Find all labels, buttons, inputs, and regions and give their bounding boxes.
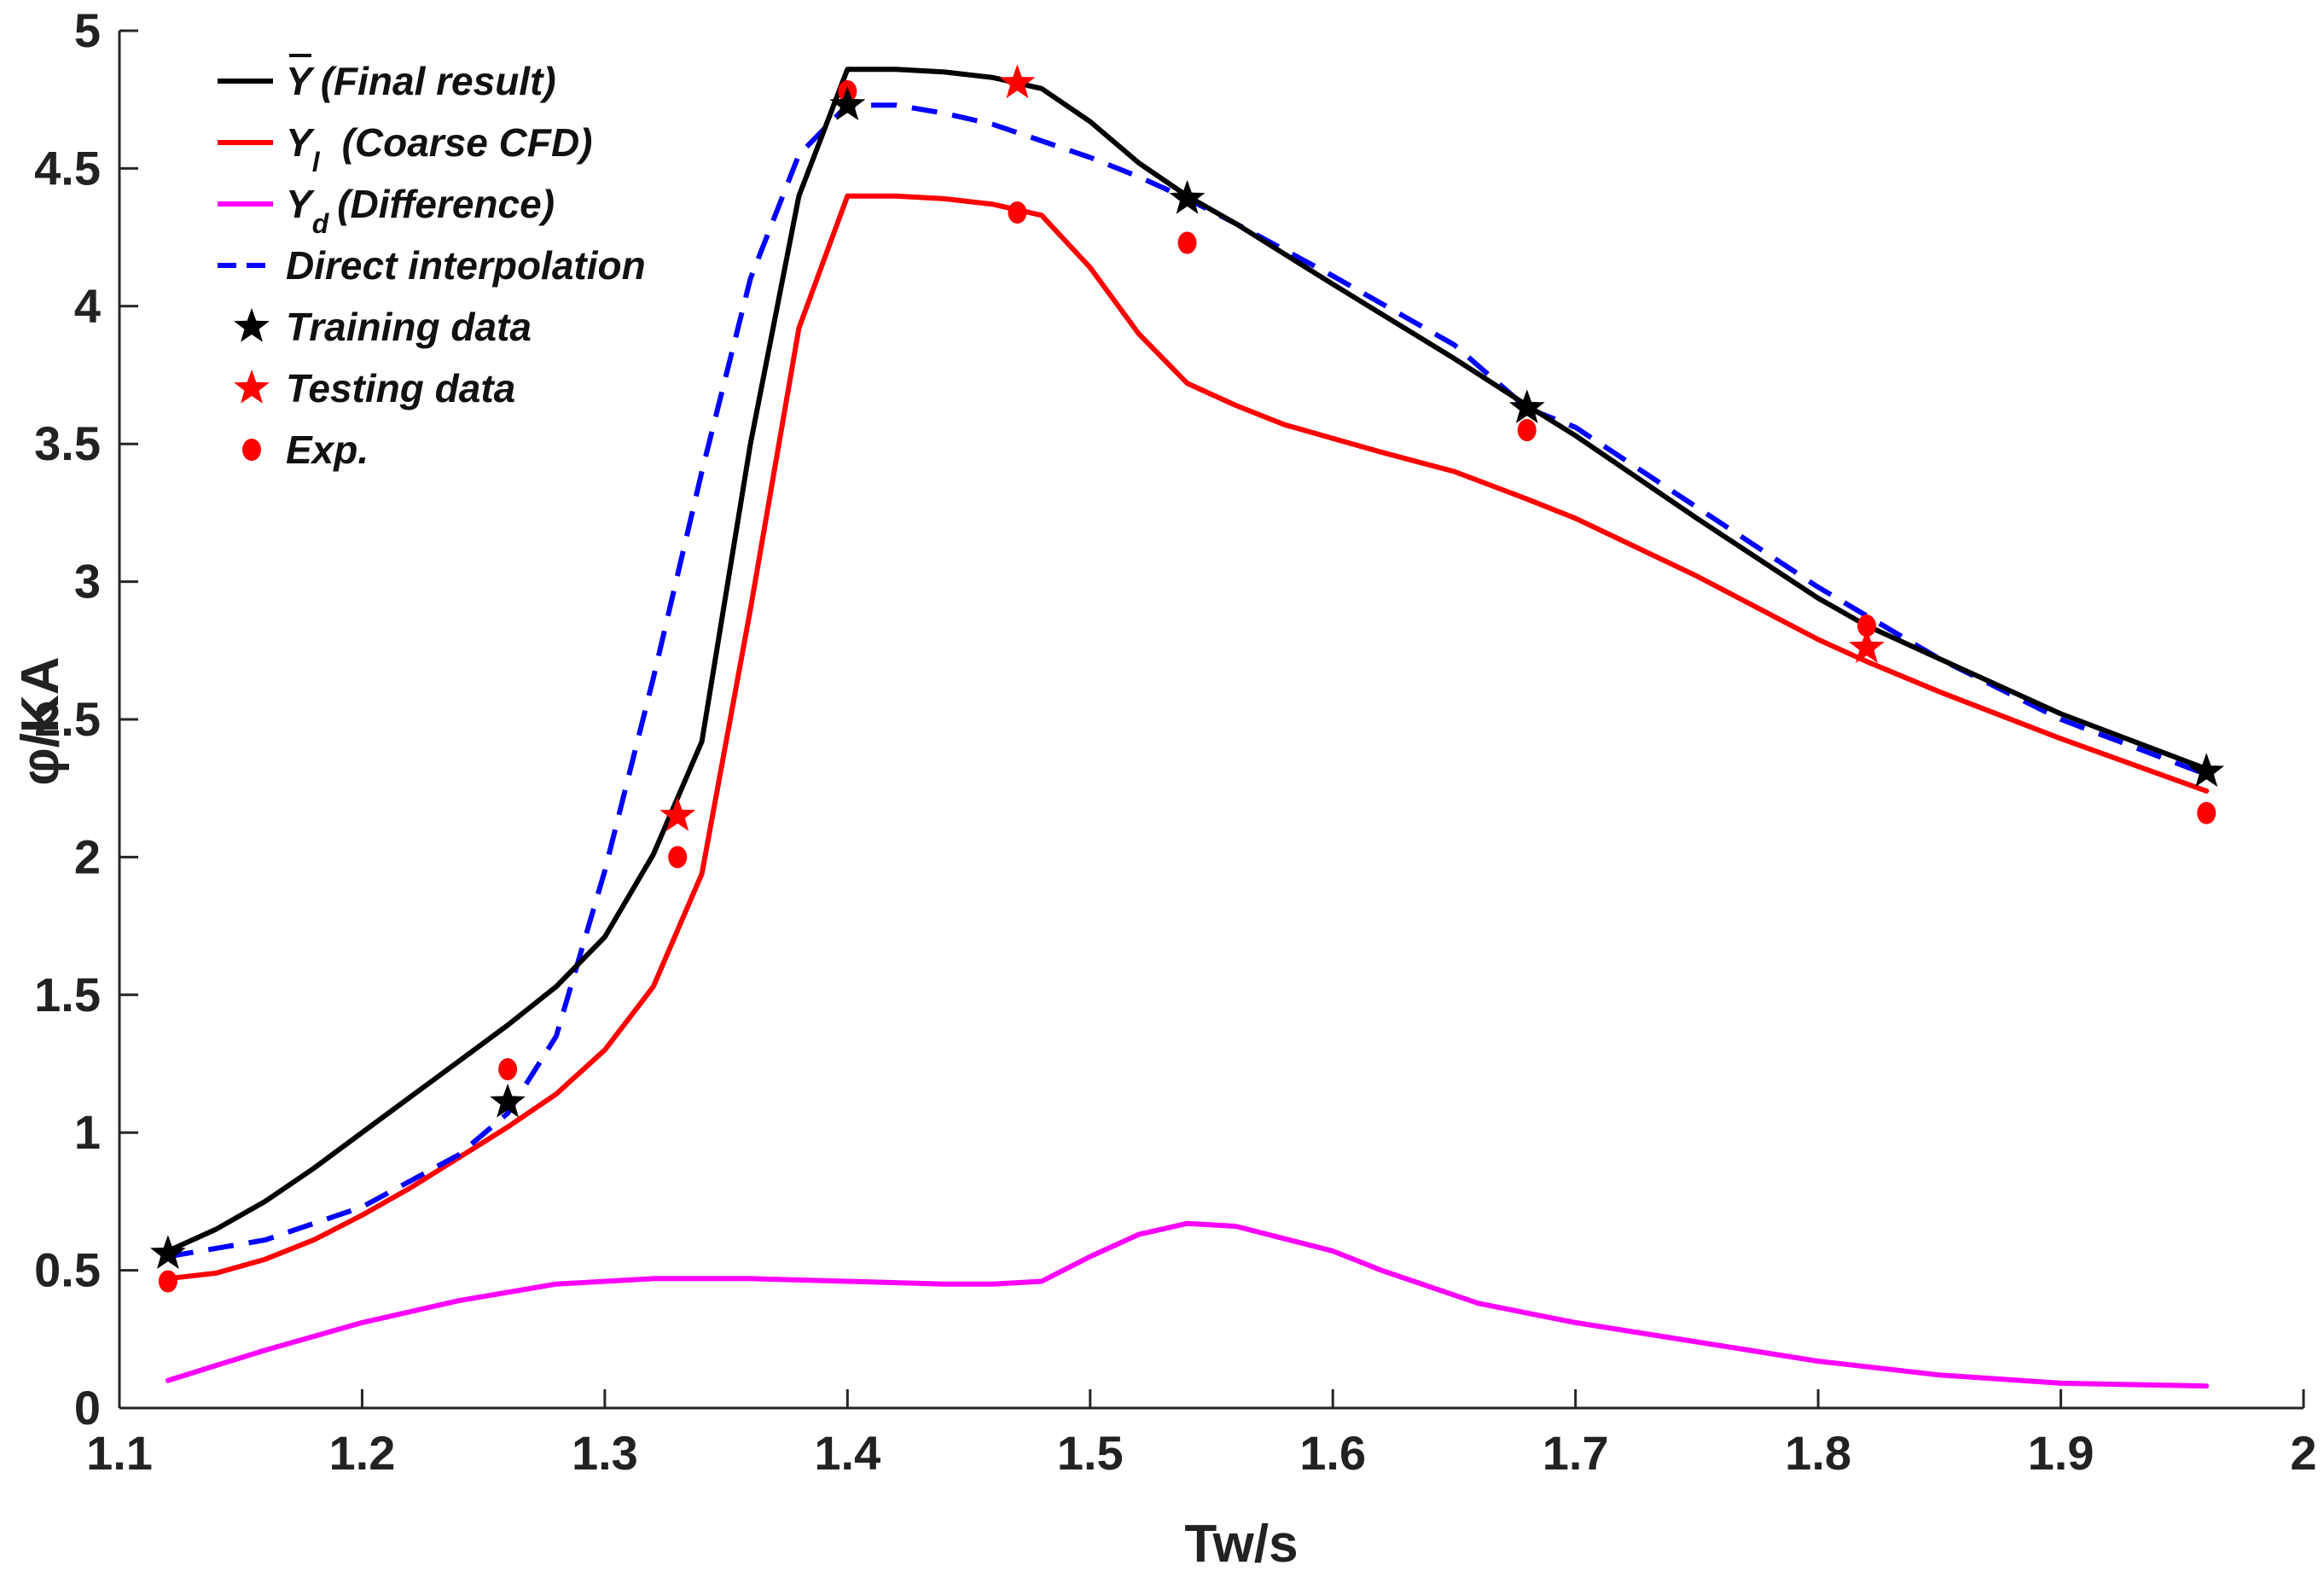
x-tick-label: 1.9 xyxy=(2028,1426,2095,1480)
legend-label-interp: Direct interpolation xyxy=(286,243,646,288)
marker-exp xyxy=(498,1057,518,1080)
y-tick-label: 4.5 xyxy=(34,141,101,195)
legend: Y (Final result)Yl (Coarse CFD)Yd (Differen… xyxy=(218,54,646,472)
y-tick-label: 0.5 xyxy=(34,1243,101,1297)
y-tick-label: 5 xyxy=(74,3,101,57)
marker-exp xyxy=(1177,231,1197,254)
x-tick-label: 1.2 xyxy=(329,1426,396,1480)
legend-entry-diff: Yd (Difference) xyxy=(218,182,555,239)
x-tick-label: 1.8 xyxy=(1785,1426,1851,1480)
x-tick-label: 1.3 xyxy=(572,1426,638,1480)
series-line-diff xyxy=(165,1220,2210,1389)
marker-train xyxy=(1508,389,1545,423)
marker-exp xyxy=(1008,201,1027,224)
legend-label-exp: Exp. xyxy=(286,428,369,472)
marker-exp xyxy=(2197,801,2217,824)
legend-swatch-exp xyxy=(242,439,261,461)
x-tick-label: 2 xyxy=(2290,1426,2316,1480)
series-line-final xyxy=(165,67,2210,1254)
x-axis-title: Tw/s xyxy=(1184,1515,1298,1574)
legend-label-train: Training data xyxy=(286,305,532,349)
legend-entry-coarse: Yl (Coarse CFD) xyxy=(218,120,593,177)
x-tick-label: 1.6 xyxy=(1299,1426,1366,1480)
y-axis-title: φ/KA xyxy=(11,656,70,785)
x-tick-label: 1.4 xyxy=(814,1426,880,1480)
legend-label-final: Y (Final result) xyxy=(286,59,556,103)
marker-exp xyxy=(668,846,688,869)
legend-entry-interp: Direct interpolation xyxy=(218,243,646,288)
legend-description: (Final result) xyxy=(321,59,556,103)
y-tick-label: 4 xyxy=(74,279,101,333)
legend-subscript: d xyxy=(312,208,330,239)
marker-train xyxy=(490,1083,526,1118)
y-tick-label: 2.5 xyxy=(34,692,101,746)
marker-train xyxy=(2188,753,2225,788)
series-line-coarse xyxy=(165,193,2210,1282)
marker-exp xyxy=(1857,614,1876,637)
legend-description: (Coarse CFD) xyxy=(342,120,593,165)
marker-test xyxy=(659,797,696,831)
axes: 1.1 1.2 1.3 1.4 1.5 1.6 1.7 1.8 1.9 2 0 0.5 1 1.5 2 2.5… xyxy=(34,3,2316,1480)
legend-entry-train: Training data xyxy=(234,305,532,349)
legend-entry-exp: Exp. xyxy=(242,428,369,472)
y-tick-label: 2 xyxy=(74,829,101,883)
marker-test xyxy=(999,64,1036,99)
x-tick-label: 1.7 xyxy=(1543,1426,1609,1480)
legend-symbol: Y xyxy=(286,59,316,103)
legend-entry-final: Y (Final result) xyxy=(218,54,556,103)
marker-train xyxy=(829,86,866,120)
x-tick-label: 1.5 xyxy=(1057,1426,1124,1480)
series-line-interp xyxy=(167,102,2208,1260)
y-tick-label: 1.5 xyxy=(34,968,101,1021)
marker-test xyxy=(1849,629,1885,663)
marker-exp xyxy=(158,1270,177,1293)
marker-train xyxy=(150,1235,186,1269)
legend-swatch-train xyxy=(234,308,270,342)
y-tick-label: 3.5 xyxy=(34,416,101,470)
legend-symbol: Y xyxy=(286,120,316,165)
marker-exp xyxy=(1517,419,1537,442)
legend-label-coarse: Yl (Coarse CFD) xyxy=(286,120,593,177)
x-tick-label: 1.1 xyxy=(86,1426,153,1480)
legend-symbol: Y xyxy=(286,182,316,226)
legend-swatch-test xyxy=(234,370,270,404)
legend-label-test: Testing data xyxy=(286,366,515,410)
marker-train xyxy=(1169,179,1206,214)
y-tick-label: 0 xyxy=(74,1381,101,1434)
y-tick-label: 1 xyxy=(74,1105,101,1159)
legend-entry-test: Testing data xyxy=(234,366,515,410)
legend-description: (Difference) xyxy=(337,182,555,226)
plot-area xyxy=(150,64,2225,1389)
legend-subscript: l xyxy=(312,147,321,177)
y-tick-label: 3 xyxy=(74,555,101,608)
legend-label-diff: Yd (Difference) xyxy=(286,182,555,239)
